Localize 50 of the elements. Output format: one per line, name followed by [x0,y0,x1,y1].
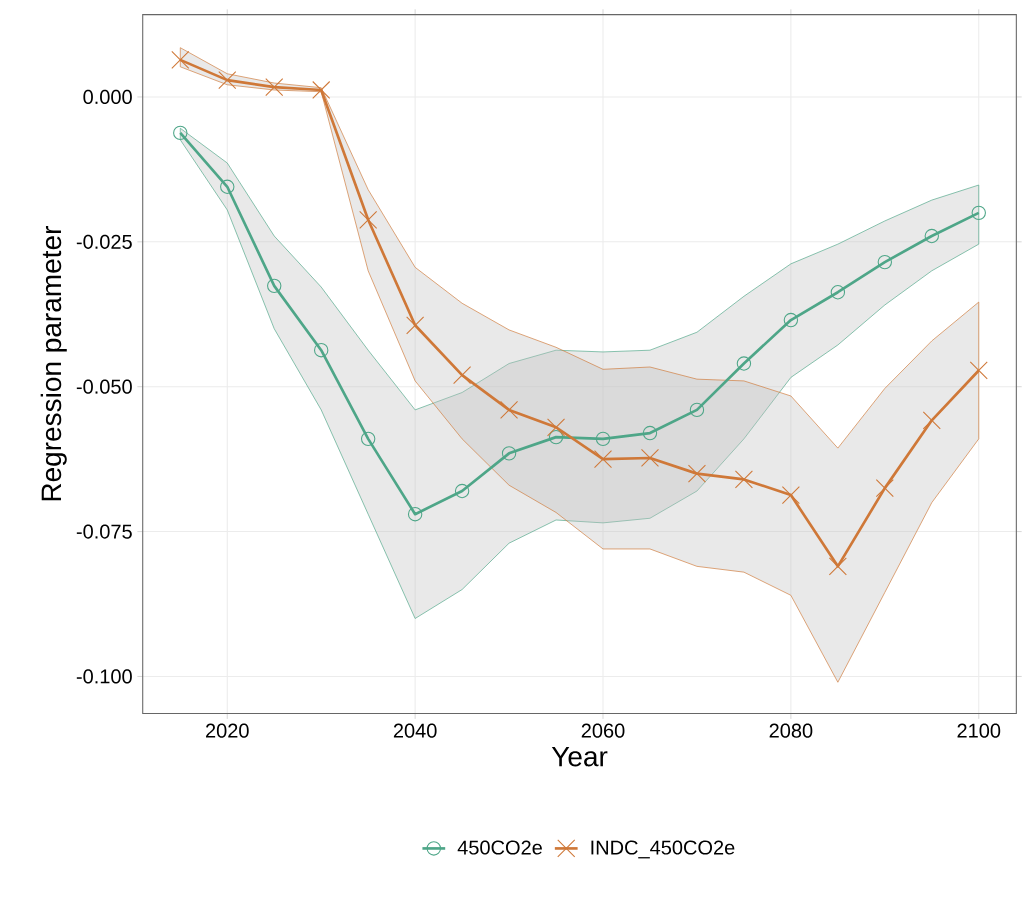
point [548,430,564,445]
legend-label: INDC_450CO2e [591,840,735,859]
point [781,486,800,505]
x-tick-label: 2040 [393,723,437,738]
point [547,418,566,437]
y-tick-label: -0.100 [76,669,132,684]
point [265,78,284,97]
point [595,431,611,447]
point [406,316,425,335]
point [312,81,331,100]
point [971,205,986,221]
point [453,366,472,385]
point [454,483,470,499]
point [969,361,988,380]
y-axis-title: Regression parameter [40,226,67,501]
y-tick-label: -0.050 [76,379,132,394]
point [218,71,237,90]
point [407,507,423,522]
point [593,450,613,469]
point [359,210,378,230]
point [689,402,705,418]
point [500,401,519,420]
point [924,229,939,244]
point [828,557,847,576]
point [267,278,282,294]
point [687,464,706,483]
point [501,446,517,461]
point [877,255,893,270]
point [783,313,799,328]
point [173,125,188,141]
point [360,431,376,447]
point [922,411,941,430]
y-tick-label: -0.025 [76,234,132,250]
y-tick-label: -0.075 [76,524,132,539]
x-axis-title: Year [551,747,608,767]
point [640,449,660,468]
point [642,426,658,441]
point [171,51,190,70]
point [736,356,752,371]
point [830,285,846,300]
legend-label: 450CO2e [457,840,542,855]
x-tick-label: 2020 [206,723,249,738]
x-tick-label: 2060 [581,723,625,738]
x-tick-label: 2080 [769,723,813,738]
point [220,179,235,195]
point [734,470,753,489]
point [313,343,329,358]
x-tick-label: 2100 [957,723,1001,738]
y-tick-label: 0.000 [83,90,132,105]
point [875,479,894,498]
